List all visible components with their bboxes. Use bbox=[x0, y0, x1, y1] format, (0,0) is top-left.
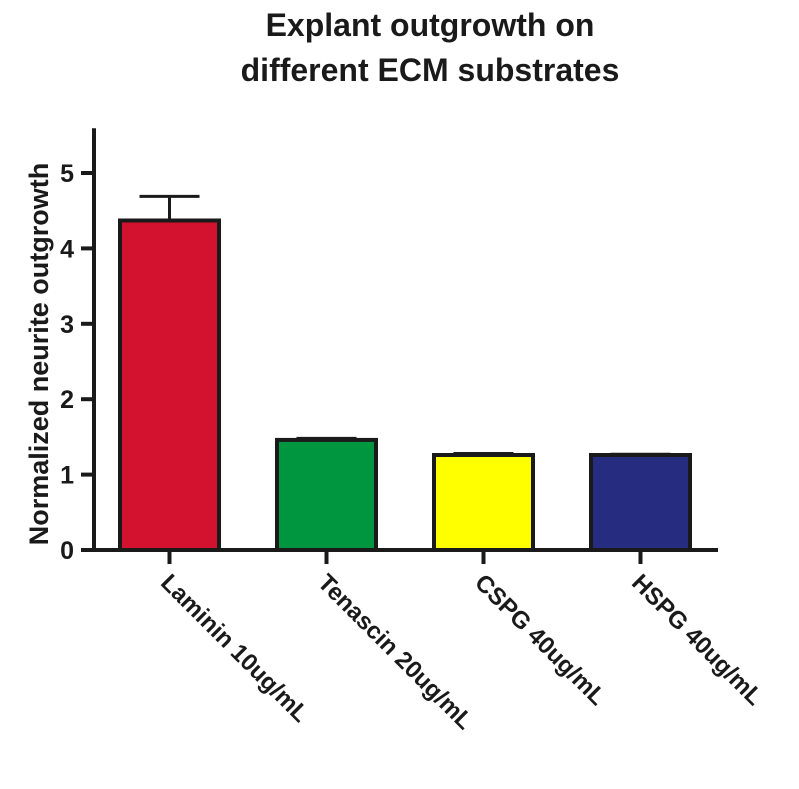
x-tick-label: Laminin 10ug/mL bbox=[155, 569, 314, 728]
y-tick-label: 3 bbox=[60, 311, 74, 339]
y-tick-label: 1 bbox=[60, 462, 74, 490]
x-axis bbox=[92, 548, 718, 564]
y-tick-label: 0 bbox=[60, 537, 74, 565]
y-axis: 0 1 2 3 4 5 bbox=[60, 128, 96, 565]
bar bbox=[589, 452, 692, 552]
x-tick-label: Tenascin 20ug/mL bbox=[312, 569, 478, 735]
error-bars bbox=[139, 194, 671, 456]
y-tick-label: 4 bbox=[60, 235, 74, 263]
chart-title-line-1: Explant outgrowth on bbox=[266, 7, 595, 43]
chart-title-line-2: different ECM substrates bbox=[241, 52, 620, 88]
chart-title: Explant outgrowth on different ECM subst… bbox=[241, 7, 620, 88]
y-axis-label: Normalized neurite outgrowth bbox=[24, 163, 54, 546]
bars bbox=[118, 218, 692, 552]
bar bbox=[432, 452, 535, 552]
x-tick-label: CSPG 40ug/mL bbox=[469, 569, 611, 711]
y-tick-label: 5 bbox=[60, 160, 74, 188]
bar bbox=[275, 437, 378, 552]
bar bbox=[118, 218, 221, 552]
x-tick-label: HSPG 40ug/mL bbox=[626, 569, 768, 711]
y-tick-label: 2 bbox=[60, 386, 74, 414]
